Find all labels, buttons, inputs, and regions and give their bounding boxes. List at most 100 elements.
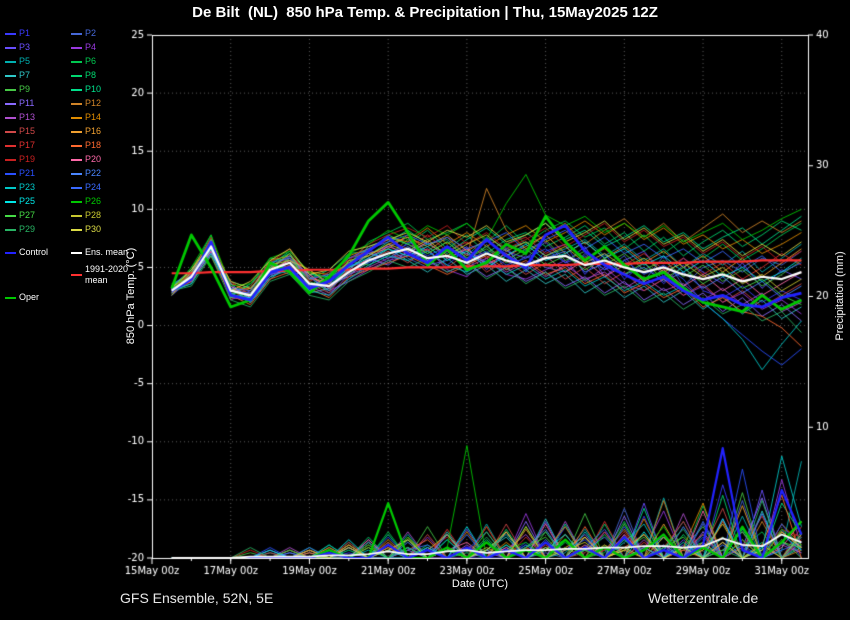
legend-swatch bbox=[5, 214, 16, 217]
legend-swatch bbox=[71, 102, 82, 105]
legend-label: P20 bbox=[85, 154, 102, 164]
legend: P1 P2 P3 P4 P5 P6 P7 P8 P9 P10 P11 P12 P13 P14 P15 P16 P… bbox=[5, 28, 137, 303]
legend-swatch bbox=[5, 186, 16, 189]
legend-label: P23 bbox=[19, 182, 36, 192]
legend-item-p1: P1 bbox=[5, 28, 63, 39]
legend-label: P9 bbox=[19, 84, 31, 94]
x-axis-label: Date (UTC) bbox=[451, 578, 509, 590]
y-axis-label-precip: Precipitation (mm) bbox=[834, 251, 846, 341]
legend-label: P8 bbox=[85, 70, 97, 80]
legend-swatch bbox=[71, 116, 82, 119]
legend-label: P16 bbox=[85, 126, 102, 136]
legend-item-control: Control bbox=[5, 247, 63, 258]
y-axis-label-temp: 850 hPa Temp. (°C) bbox=[125, 247, 137, 345]
legend-swatch bbox=[71, 74, 82, 77]
legend-label: P29 bbox=[19, 224, 36, 234]
legend-item-p28: P28 bbox=[71, 210, 129, 221]
legend-label: P30 bbox=[85, 224, 102, 234]
legend-label: Ens. mean bbox=[85, 247, 129, 257]
legend-label: P26 bbox=[85, 196, 102, 206]
legend-swatch bbox=[71, 32, 82, 35]
legend-label: P1 bbox=[19, 28, 31, 38]
legend-label: P2 bbox=[85, 28, 97, 38]
legend-swatch bbox=[5, 46, 16, 49]
legend-label: P11 bbox=[19, 98, 35, 108]
footer-brand: Wetterzentrale.de bbox=[648, 590, 759, 606]
legend-swatch bbox=[5, 296, 16, 299]
legend-swatch bbox=[71, 228, 82, 231]
legend-swatch bbox=[71, 200, 82, 203]
legend-swatch bbox=[71, 60, 82, 63]
legend-item-p8: P8 bbox=[71, 70, 129, 81]
legend-item-p7: P7 bbox=[5, 70, 63, 81]
legend-item-p9: P9 bbox=[5, 84, 63, 95]
legend-item-p4: P4 bbox=[71, 42, 129, 53]
legend-swatch bbox=[5, 130, 16, 133]
legend-item-p16: P16 bbox=[71, 126, 129, 137]
legend-swatch bbox=[71, 186, 82, 189]
legend-item-p12: P12 bbox=[71, 98, 129, 109]
legend-label: P14 bbox=[85, 112, 102, 122]
legend-item-p27: P27 bbox=[5, 210, 63, 221]
legend-item-1991-2020-mean: 1991-2020 mean bbox=[71, 264, 129, 286]
legend-label: P12 bbox=[85, 98, 102, 108]
legend-swatch bbox=[71, 88, 82, 91]
legend-item-p30: P30 bbox=[71, 224, 129, 235]
legend-swatch bbox=[5, 228, 16, 231]
legend-item-p26: P26 bbox=[71, 196, 129, 207]
legend-item-p25: P25 bbox=[5, 196, 63, 207]
legend-label: P5 bbox=[19, 56, 31, 66]
legend-label: 1991-2020 mean bbox=[85, 264, 129, 285]
legend-label: P27 bbox=[19, 210, 36, 220]
legend-item-p21: P21 bbox=[5, 168, 63, 179]
legend-label: P13 bbox=[19, 112, 36, 122]
legend-swatch bbox=[71, 46, 82, 49]
legend-swatch bbox=[5, 144, 16, 147]
legend-swatch bbox=[5, 251, 16, 254]
legend-item-p24: P24 bbox=[71, 182, 129, 193]
legend-swatch bbox=[5, 200, 16, 203]
legend-label: Oper bbox=[19, 292, 40, 302]
legend-label: P28 bbox=[85, 210, 102, 220]
legend-item-oper: Oper bbox=[5, 292, 63, 303]
legend-item-p23: P23 bbox=[5, 182, 63, 193]
legend-item-p15: P15 bbox=[5, 126, 63, 137]
footer-model-info: GFS Ensemble, 52N, 5E bbox=[120, 590, 274, 606]
legend-label: P7 bbox=[19, 70, 31, 80]
legend-swatch bbox=[71, 214, 82, 217]
legend-swatch bbox=[71, 130, 82, 133]
legend-item-p22: P22 bbox=[71, 168, 129, 179]
legend-item-p13: P13 bbox=[5, 112, 63, 123]
legend-label: P4 bbox=[85, 42, 97, 52]
legend-swatch bbox=[71, 251, 82, 254]
legend-label: P25 bbox=[19, 196, 36, 206]
legend-swatch bbox=[71, 172, 82, 175]
legend-item-ens-mean: Ens. mean bbox=[71, 247, 129, 258]
legend-item-p18: P18 bbox=[71, 140, 129, 151]
legend-item-p19: P19 bbox=[5, 154, 63, 165]
legend-item-p10: P10 bbox=[71, 84, 129, 95]
legend-label: P22 bbox=[85, 168, 102, 178]
legend-spacer bbox=[71, 292, 129, 303]
legend-label: P18 bbox=[85, 140, 102, 150]
legend-label: P3 bbox=[19, 42, 31, 52]
legend-label: P10 bbox=[85, 84, 102, 94]
legend-item-p5: P5 bbox=[5, 56, 63, 67]
legend-item-p29: P29 bbox=[5, 224, 63, 235]
legend-item-p11: P11 bbox=[5, 98, 63, 109]
legend-label: P15 bbox=[19, 126, 36, 136]
chart-title: De Bilt (NL) 850 hPa Temp. & Precipitati… bbox=[192, 4, 658, 21]
legend-swatch bbox=[71, 158, 82, 161]
legend-item-p3: P3 bbox=[5, 42, 63, 53]
legend-swatch bbox=[71, 144, 82, 147]
legend-label: P6 bbox=[85, 56, 97, 66]
legend-swatch bbox=[5, 102, 16, 105]
legend-label: P19 bbox=[19, 154, 36, 164]
legend-item-p14: P14 bbox=[71, 112, 129, 123]
legend-swatch bbox=[5, 74, 16, 77]
legend-swatch bbox=[5, 60, 16, 63]
legend-label: P24 bbox=[85, 182, 102, 192]
legend-swatch bbox=[5, 116, 16, 119]
